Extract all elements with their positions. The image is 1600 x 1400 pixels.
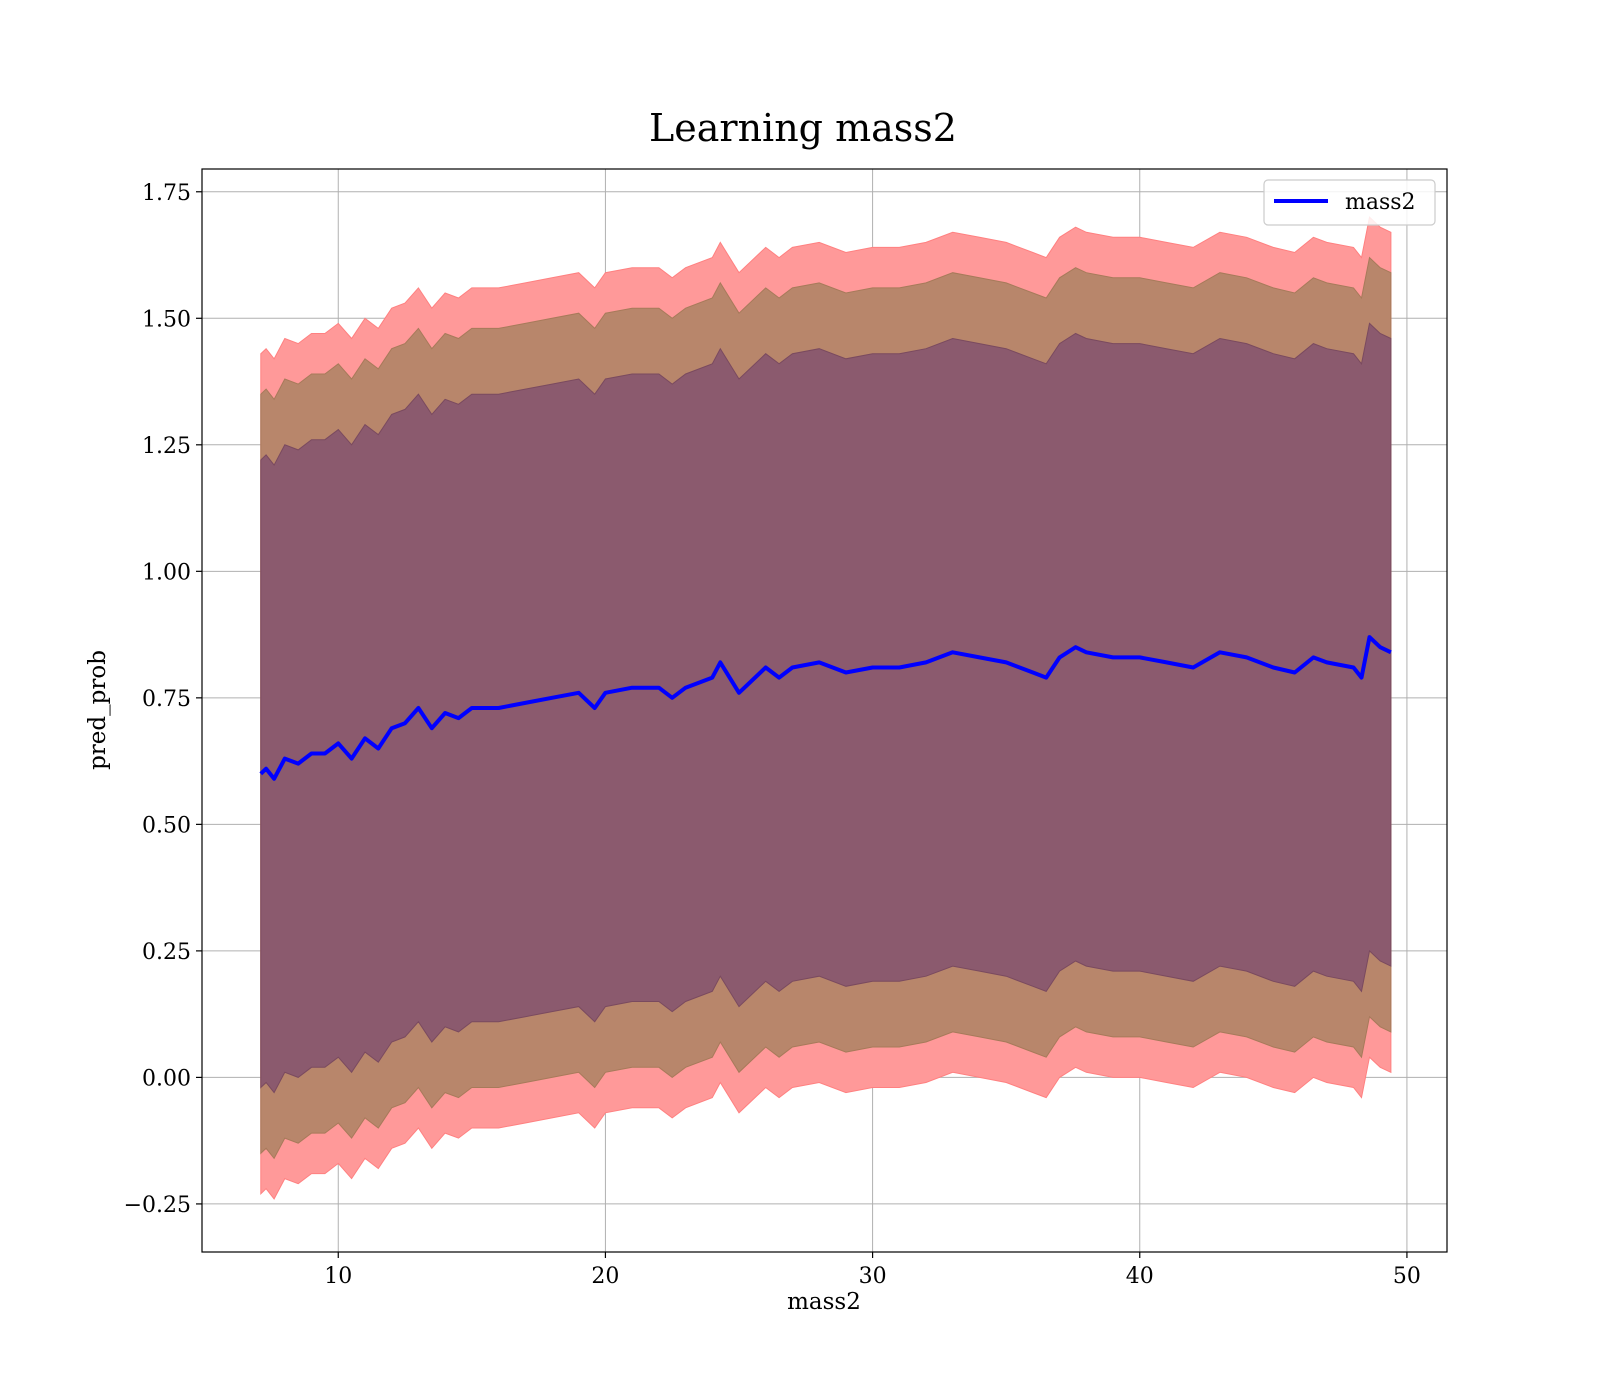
y-tick-label: −0.25 <box>124 1193 191 1218</box>
x-axis-label: mass2 <box>787 1289 861 1315</box>
y-tick-label: 0.00 <box>142 1066 191 1091</box>
x-tick-label: 10 <box>324 1264 352 1289</box>
y-tick-label: 1.50 <box>142 307 191 332</box>
plot-frame <box>201 168 1448 1253</box>
y-tick-label: 1.25 <box>142 434 191 459</box>
y-axis-label: pred_prob <box>85 650 111 770</box>
band-inner <box>260 322 1392 1094</box>
x-tick-label: 30 <box>859 1264 887 1289</box>
x-tick-label: 50 <box>1393 1264 1421 1289</box>
x-axis: 10 20 30 40 50 <box>324 1252 1421 1289</box>
legend: mass2 <box>1263 179 1436 226</box>
y-tick-label: 0.25 <box>142 940 191 965</box>
y-axis: −0.25 0.00 0.25 0.50 0.75 1.00 1.25 1.50 1.75 <box>124 181 202 1218</box>
y-tick-label: 0.50 <box>142 813 191 838</box>
x-tick-label: 20 <box>591 1264 619 1289</box>
chart-title: Learning mass2 <box>649 106 957 150</box>
y-tick-label: 0.75 <box>142 687 191 712</box>
y-tick-label: 1.00 <box>142 560 191 585</box>
y-tick-label: 1.75 <box>142 181 191 206</box>
series-line-mass2 <box>259 635 1392 781</box>
series-layer <box>259 635 1392 781</box>
x-tick-label: 40 <box>1126 1264 1154 1289</box>
legend-label-mass2: mass2 <box>1345 190 1416 215</box>
confidence-bands <box>260 216 1392 1200</box>
legend-box <box>1263 179 1436 226</box>
